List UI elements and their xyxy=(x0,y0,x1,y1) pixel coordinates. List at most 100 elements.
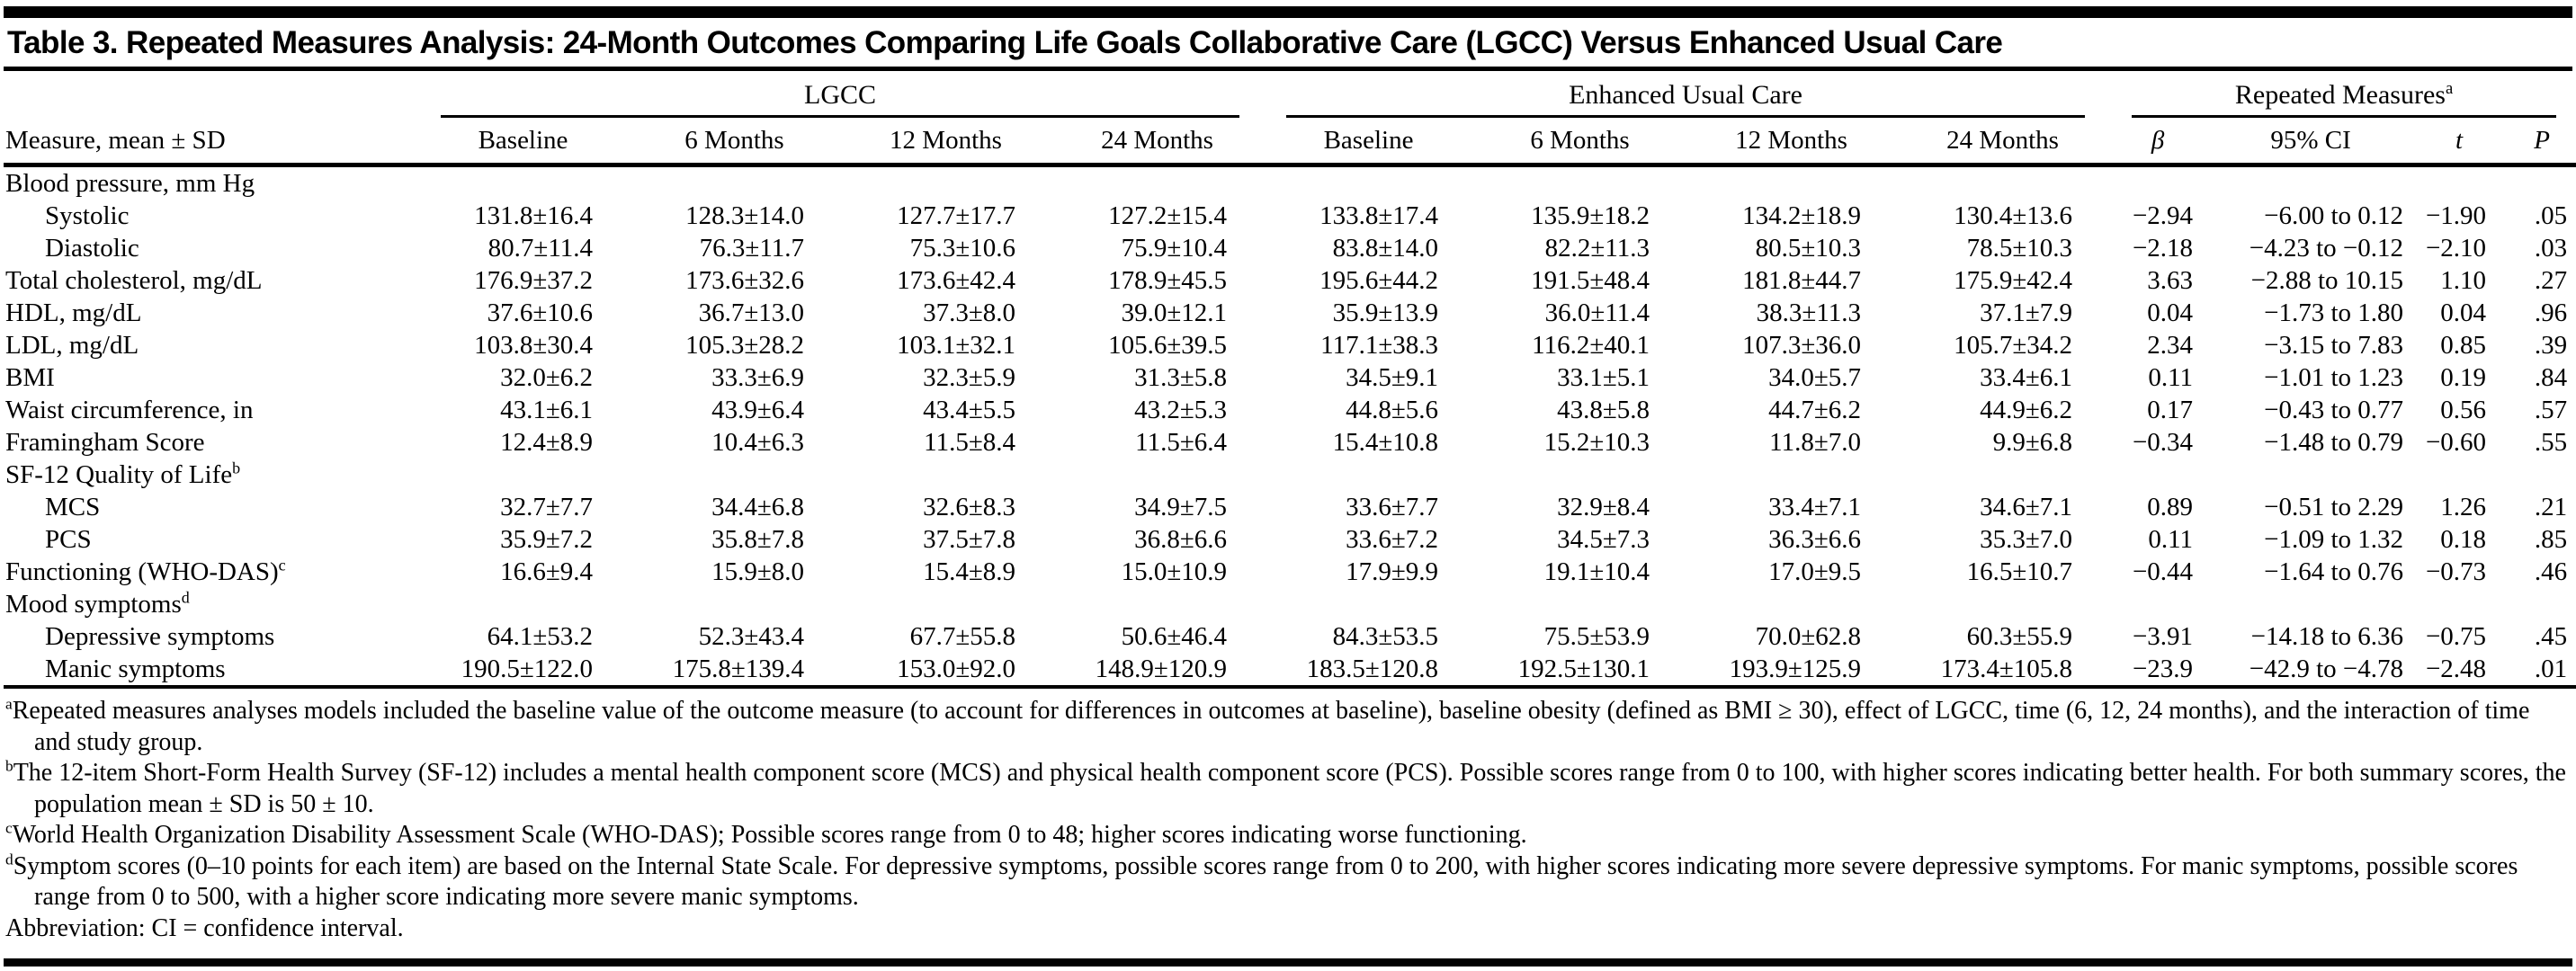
value-cell: −3.91 xyxy=(2132,621,2194,651)
value-cell: 153.0±92.0 xyxy=(840,653,1051,689)
value-cell: 34.4±6.8 xyxy=(711,492,804,521)
value-cell: 0.85 xyxy=(2440,330,2487,360)
value-cell: 37.6±10.6 xyxy=(487,298,593,327)
value-cell: 192.5±130.1 xyxy=(1474,653,1686,689)
value-cell: 19.1±10.4 xyxy=(1543,557,1650,586)
value-cell: 80.7±11.4 xyxy=(487,233,593,263)
value-cell: 103.1±32.1 xyxy=(897,330,1015,360)
measure-label: Functioning (WHO-DAS)c xyxy=(5,555,286,586)
value-cell: −42.9 to −4.78 xyxy=(2207,653,2415,689)
measure-column-header: Measure, mean ± SD xyxy=(4,118,417,167)
value-cell: .03 xyxy=(2534,233,2568,263)
value-cell: 67.7±55.8 xyxy=(909,621,1015,651)
value-cell: 15.0±10.9 xyxy=(1121,557,1228,586)
value-cell: −2.94 xyxy=(2132,200,2194,230)
column-header: 6 Months xyxy=(629,118,840,167)
value-cell: 0.19 xyxy=(2440,362,2487,392)
value-cell: .45 xyxy=(2534,621,2568,651)
bottom-rule xyxy=(4,958,2572,967)
table-row: Functioning (WHO-DAS)c 16.6±9.4 15.9±8.0 15… xyxy=(4,556,2576,588)
value-cell: 34.9±7.5 xyxy=(1134,492,1228,521)
value-cell: 34.5±7.3 xyxy=(1557,524,1650,554)
value-cell: 105.3±28.2 xyxy=(685,330,804,360)
value-cell: 44.7±6.2 xyxy=(1768,395,1862,424)
value-cell: 36.7±13.0 xyxy=(698,298,804,327)
column-header: Baseline xyxy=(417,118,629,167)
table-row: BMI 32.0±6.2 33.3±6.9 32.3±5.9 31.3±5.8 34.5±… xyxy=(4,361,2576,394)
group-label: Enhanced Usual Care xyxy=(1286,73,2086,118)
value-cell: 181.8±44.7 xyxy=(1742,265,1862,295)
table-body: Blood pressure, mm Hg Systolic 131.8±16.4 1… xyxy=(4,165,2576,689)
value-cell: 1.10 xyxy=(2440,265,2487,295)
value-cell: 44.8±5.6 xyxy=(1346,395,1439,424)
value-cell: 195.6±44.2 xyxy=(1319,265,1439,295)
value-cell: .57 xyxy=(2534,395,2568,424)
top-rule xyxy=(4,6,2572,18)
value-cell: −1.90 xyxy=(2425,200,2487,230)
value-cell: 84.3±53.5 xyxy=(1332,621,1439,651)
table-row: HDL, mg/dL 37.6±10.6 36.7±13.0 37.3±8.0 39.0… xyxy=(4,297,2576,329)
value-cell: 43.4±5.5 xyxy=(923,395,1015,424)
value-cell: −14.18 to 6.36 xyxy=(2250,621,2404,651)
value-cell: 37.3±8.0 xyxy=(923,298,1015,327)
value-cell: −2.18 xyxy=(2132,233,2194,263)
value-cell: 0.11 xyxy=(2148,362,2194,392)
value-cell: 116.2±40.1 xyxy=(1532,330,1650,360)
value-cell: 32.6±8.3 xyxy=(923,492,1015,521)
value-cell: .27 xyxy=(2534,265,2568,295)
value-cell: 3.63 xyxy=(2147,265,2194,295)
value-cell: 75.9±10.4 xyxy=(1121,233,1228,263)
value-cell: 70.0±62.8 xyxy=(1755,621,1862,651)
value-cell: 190.5±122.0 xyxy=(417,653,629,689)
measure-label: Waist circumference, in xyxy=(5,395,254,424)
value-cell: 0.56 xyxy=(2440,395,2487,424)
value-cell: 15.9±8.0 xyxy=(711,557,804,586)
measure-label: Manic symptoms xyxy=(4,653,417,689)
value-cell: 75.5±53.9 xyxy=(1543,621,1650,651)
measure-label: SF-12 Quality of Lifeb xyxy=(5,458,241,489)
measure-label: MCS xyxy=(45,492,101,521)
value-cell: 33.3±6.9 xyxy=(711,362,804,392)
value-cell: 32.7±7.7 xyxy=(500,492,593,521)
table-row: Blood pressure, mm Hg xyxy=(4,165,2576,200)
value-cell: 105.7±34.2 xyxy=(1954,330,2073,360)
value-cell: 76.3±11.7 xyxy=(699,233,804,263)
value-cell: 34.6±7.1 xyxy=(1980,492,2073,521)
value-cell: 16.6±9.4 xyxy=(500,557,593,586)
table-row: PCS 35.9±7.2 35.8±7.8 37.5±7.8 36.8±6.6 33.6±… xyxy=(4,523,2576,556)
value-cell: −0.60 xyxy=(2425,427,2487,457)
group-header-row: LGCC Enhanced Usual Care Repeated Measures… xyxy=(4,73,2576,118)
group-header-repeated-measures: Repeated Measuresa xyxy=(2108,73,2576,118)
footnote: aRepeated measures analyses models inclu… xyxy=(5,695,2530,756)
column-header: 6 Months xyxy=(1474,118,1686,167)
value-cell: −1.09 to 1.32 xyxy=(2264,524,2404,554)
value-cell: 11.5±6.4 xyxy=(1135,427,1228,457)
value-cell: .39 xyxy=(2534,330,2568,360)
value-cell: 134.2±18.9 xyxy=(1742,200,1862,230)
measure-label: Depressive symptoms xyxy=(45,621,275,651)
value-cell: 35.8±7.8 xyxy=(711,524,804,554)
value-cell: −0.75 xyxy=(2425,621,2487,651)
footnote: cWorld Health Organization Disability As… xyxy=(5,819,1527,849)
measure-label: PCS xyxy=(45,524,92,554)
value-cell: .85 xyxy=(2534,524,2568,554)
value-cell: 60.3±55.9 xyxy=(1966,621,2073,651)
empty-cells xyxy=(417,165,2576,200)
table-row: Systolic 131.8±16.4 128.3±14.0 127.7±17.7 12… xyxy=(4,200,2576,232)
value-cell: 83.8±14.0 xyxy=(1332,233,1439,263)
measure-label: Systolic xyxy=(45,200,130,230)
column-header: 95% CI xyxy=(2207,118,2415,167)
value-cell: 31.3±5.8 xyxy=(1134,362,1228,392)
value-cell: −1.64 to 0.76 xyxy=(2264,557,2404,586)
value-cell: 173.6±42.4 xyxy=(897,265,1015,295)
value-cell: 33.4±7.1 xyxy=(1768,492,1862,521)
value-cell: 9.9±6.8 xyxy=(1992,427,2073,457)
value-cell: 75.3±10.6 xyxy=(909,233,1015,263)
value-cell: 80.5±10.3 xyxy=(1755,233,1862,263)
value-cell: .84 xyxy=(2534,362,2568,392)
value-cell: 133.8±17.4 xyxy=(1319,200,1439,230)
footnote: bThe 12-item Short-Form Health Survey (S… xyxy=(5,757,2566,818)
group-header-spacer xyxy=(4,73,417,118)
value-cell: 10.4±6.3 xyxy=(711,427,804,457)
value-cell: .05 xyxy=(2534,200,2568,230)
